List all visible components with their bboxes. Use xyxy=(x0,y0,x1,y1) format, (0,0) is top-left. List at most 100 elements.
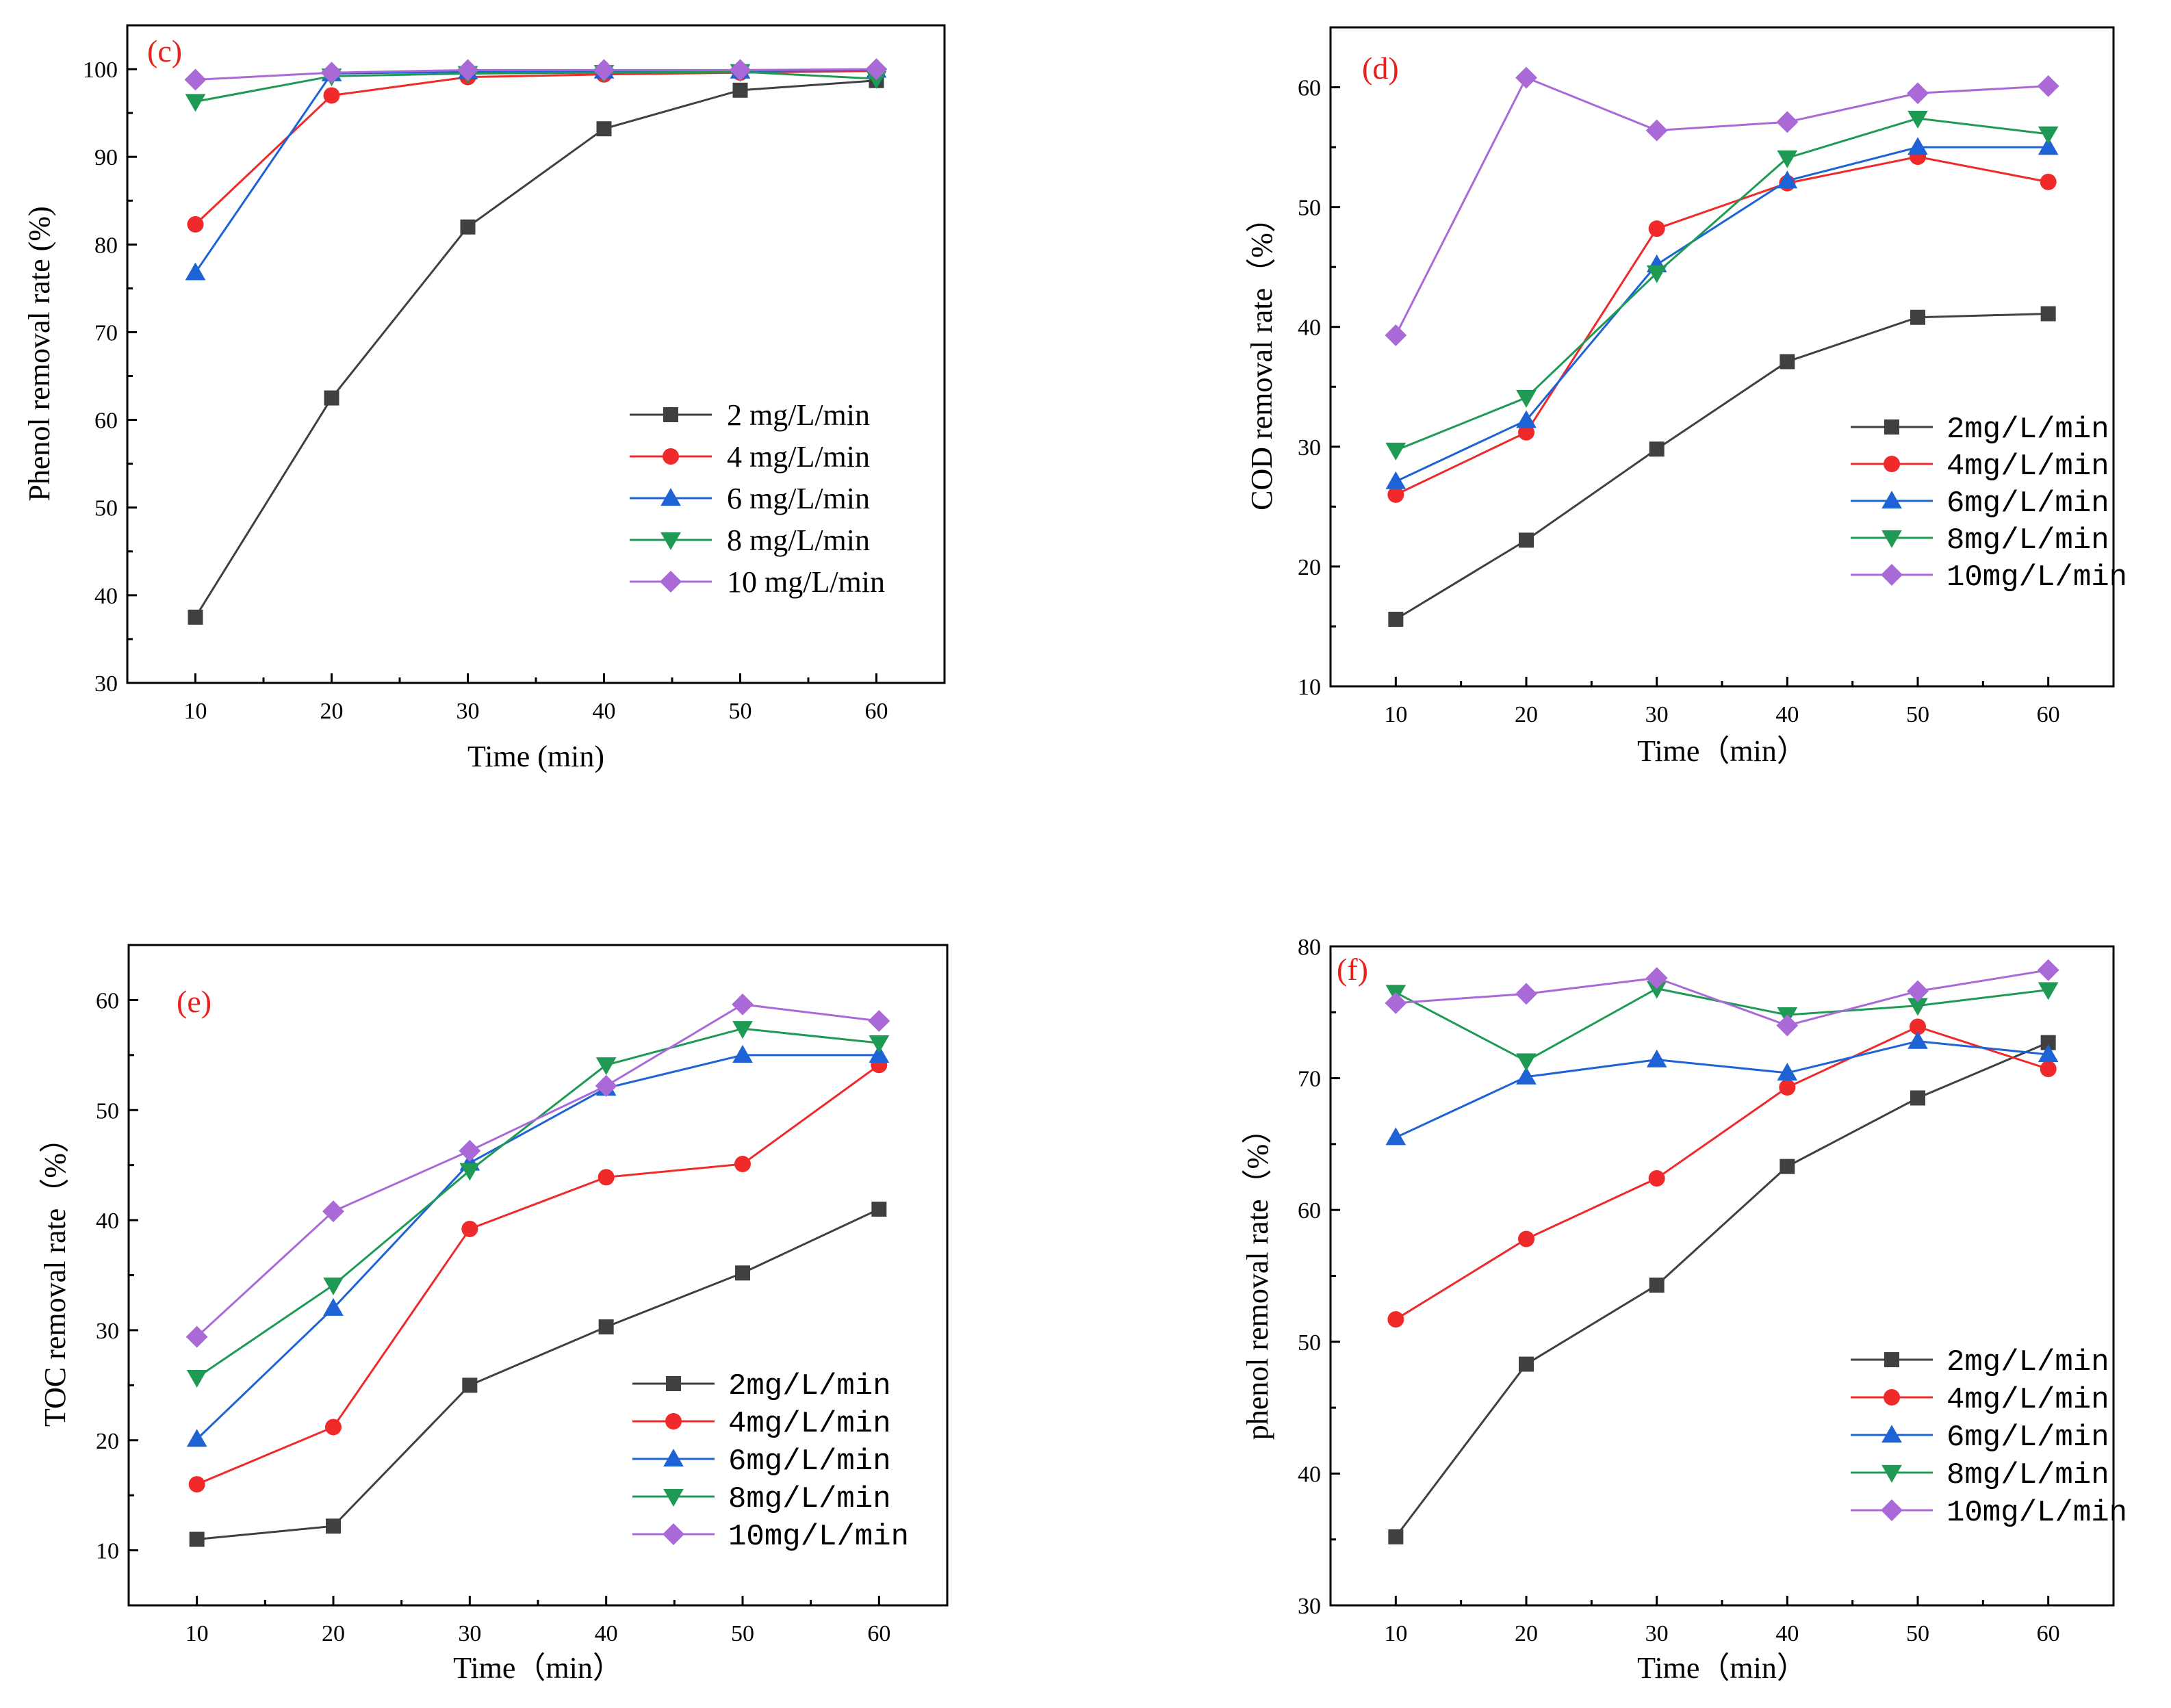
x-tick-label: 20 xyxy=(320,699,344,724)
data-point xyxy=(593,59,615,81)
x-tick-label: 40 xyxy=(595,1621,618,1646)
data-point xyxy=(1388,1529,1404,1544)
y-tick-label: 30 xyxy=(96,1319,119,1344)
x-tick-label: 10 xyxy=(184,699,207,724)
legend-entry: 8mg/L/min xyxy=(728,1482,891,1516)
data-point xyxy=(1385,442,1406,461)
y-tick-label: 100 xyxy=(83,57,118,83)
x-tick-label: 30 xyxy=(1645,702,1669,727)
data-point xyxy=(1645,119,1668,142)
data-point xyxy=(598,1319,614,1335)
y-tick-label: 70 xyxy=(1298,1067,1321,1092)
y-tick-label: 20 xyxy=(96,1429,119,1454)
series-line xyxy=(196,1208,879,1540)
y-tick-label: 10 xyxy=(96,1539,119,1564)
y-tick-label: 80 xyxy=(1298,935,1321,960)
data-point xyxy=(1907,137,1928,155)
data-point xyxy=(869,1035,890,1053)
legend-marker xyxy=(660,488,681,506)
data-point xyxy=(596,121,612,137)
data-point xyxy=(1385,324,1407,346)
x-tick-label: 20 xyxy=(1515,1621,1538,1646)
y-tick-label: 60 xyxy=(94,409,118,434)
data-point xyxy=(1385,1127,1406,1146)
data-point xyxy=(1646,981,1667,999)
y-tick-label: 10 xyxy=(1298,675,1321,700)
legend-marker xyxy=(1884,1389,1900,1406)
chart-panel-f: 30 40 50 60 70 80 10 20 30 40 50 60 Time（min） phenol … xyxy=(1241,935,2127,1685)
series-8mg xyxy=(1385,981,2059,1072)
legend-marker xyxy=(1884,456,1900,472)
legend-entry: 8mg/L/min xyxy=(1947,523,2109,558)
panel-label: (f) xyxy=(1337,952,1368,987)
series-line xyxy=(1395,117,2048,452)
x-axis-label: Time（min） xyxy=(453,1651,623,1685)
data-point xyxy=(2037,959,2059,981)
x-tick-label: 10 xyxy=(185,1621,209,1646)
data-point xyxy=(1910,1090,1925,1106)
y-tick-label: 20 xyxy=(1298,555,1321,580)
series-2mg xyxy=(189,1202,887,1547)
series-line xyxy=(1395,987,2048,1063)
legend-entry: 8 mg/L/min xyxy=(727,523,870,557)
data-point xyxy=(2038,1044,2059,1063)
data-point xyxy=(1516,1066,1537,1085)
data-point xyxy=(186,1429,207,1447)
series-line xyxy=(196,1003,879,1338)
data-point xyxy=(1907,1031,1928,1049)
x-tick-label: 20 xyxy=(322,1621,345,1646)
data-point xyxy=(2037,75,2059,97)
series-line xyxy=(1396,969,2048,1027)
data-point xyxy=(326,1518,341,1534)
series-line xyxy=(1395,155,2048,496)
data-point xyxy=(1646,1049,1667,1068)
y-tick-label: 50 xyxy=(1298,196,1321,221)
data-point xyxy=(735,1265,750,1281)
data-point xyxy=(323,1297,344,1316)
data-point xyxy=(732,1044,753,1063)
data-point xyxy=(732,82,748,98)
x-tick-label: 60 xyxy=(865,699,888,724)
chart-panel-c: 30 40 50 60 70 80 90 100 10 20 30 40 50 60 Time (min) P… xyxy=(23,24,946,773)
data-point xyxy=(188,609,203,625)
data-point xyxy=(460,219,476,235)
series-8mg xyxy=(1385,110,2059,461)
data-point xyxy=(871,1202,887,1217)
series-2mg xyxy=(1388,306,2056,627)
legend-entry: 10 mg/L/min xyxy=(727,565,885,599)
series-line xyxy=(1394,76,2048,336)
data-point xyxy=(1518,1230,1534,1247)
data-point xyxy=(1780,354,1795,370)
data-point xyxy=(1910,1018,1926,1035)
legend-entry: 4mg/L/min xyxy=(1947,450,2109,484)
legend-marker xyxy=(663,407,678,422)
legend-marker xyxy=(660,532,681,550)
legend-entry: 10mg/L/min xyxy=(1947,1496,2127,1530)
y-tick-label: 30 xyxy=(1298,1594,1321,1619)
series-6mg xyxy=(185,60,887,281)
legend-marker xyxy=(1881,530,1902,548)
data-point xyxy=(595,1074,617,1097)
series-line xyxy=(194,79,877,618)
legend-entry: 8mg/L/min xyxy=(1947,1458,2109,1492)
series-line xyxy=(1395,1041,2049,1538)
x-tick-label: 40 xyxy=(1775,702,1799,727)
y-tick-label: 60 xyxy=(1298,76,1321,101)
data-point xyxy=(1648,220,1665,237)
data-point xyxy=(1387,1311,1404,1328)
y-tick-label: 40 xyxy=(96,1208,119,1234)
chart-panel-e: 10 20 30 40 50 60 10 20 30 40 50 60 Time（min） TOC rem… xyxy=(38,944,949,1685)
y-tick-label: 50 xyxy=(1298,1330,1321,1356)
series-line xyxy=(1395,1025,2049,1321)
series-2mg xyxy=(1388,1035,2056,1544)
y-axis-label: COD removal rate（%） xyxy=(1245,203,1279,510)
data-point xyxy=(324,390,339,406)
y-tick-label: 50 xyxy=(96,1098,119,1124)
y-tick-label: 40 xyxy=(1298,1462,1321,1487)
data-point xyxy=(1516,1053,1537,1072)
data-point xyxy=(1779,1079,1796,1096)
legend-marker xyxy=(1881,564,1903,586)
data-point xyxy=(1387,486,1404,503)
data-point xyxy=(1646,265,1667,283)
